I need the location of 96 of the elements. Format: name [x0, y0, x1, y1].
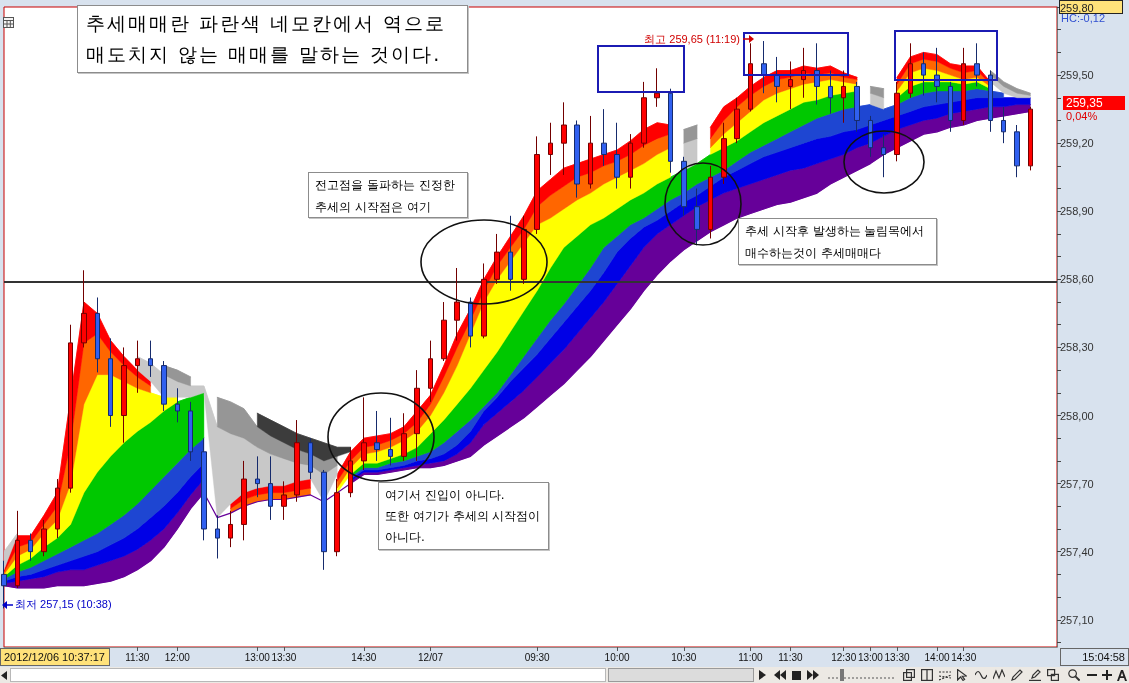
- candlestick: [494, 233, 500, 285]
- candlestick: [228, 510, 233, 548]
- candlestick: [41, 519, 47, 557]
- candlestick: [921, 51, 926, 97]
- candlestick: [601, 108, 607, 167]
- annotation: 여기서 진입이 아니다. 또한 여기가 추세의 시작점이 아니다.: [378, 482, 549, 550]
- x-tick-label: 14:30: [951, 651, 977, 663]
- x-tick-label: 12:30: [831, 651, 857, 663]
- annotation: 최고 259,65 (11:19): [644, 33, 740, 46]
- candlestick: [868, 115, 873, 158]
- y-tick-label: 259,80: [1060, 1, 1094, 14]
- candlestick: [308, 437, 313, 480]
- x-tick-label: 13:00: [857, 651, 884, 663]
- candlestick: [161, 360, 167, 412]
- candlestick: [708, 165, 713, 239]
- candlestick: [28, 533, 33, 562]
- candlestick: [574, 119, 580, 199]
- candlestick: [521, 215, 527, 285]
- candlestick: [68, 324, 73, 494]
- candlestick: [548, 122, 553, 176]
- text: 2012/12/06 10:37:17: [0, 648, 110, 666]
- x-tick-label: 11:30: [778, 651, 803, 663]
- text: HC:-0,12: [1061, 12, 1106, 24]
- candlestick: [428, 340, 433, 403]
- candlestick: [761, 40, 767, 94]
- x-tick-label: 13:30: [271, 651, 297, 663]
- x-tick-label: 11:00: [738, 651, 763, 663]
- x-tick-label: 12:00: [164, 651, 191, 663]
- candlestick: [188, 401, 193, 462]
- text: 259,35: [1063, 96, 1125, 110]
- candlestick: [841, 70, 846, 124]
- candlestick: [1001, 106, 1006, 144]
- candlestick: [668, 88, 673, 174]
- candlestick: [468, 297, 473, 348]
- y-tick-label: 257,40: [1060, 545, 1094, 558]
- candlestick: [1028, 106, 1033, 171]
- candlestick: [148, 340, 153, 378]
- candlestick: [934, 47, 940, 103]
- candlestick: [948, 81, 953, 133]
- x-tick-label: 12/07: [418, 651, 444, 663]
- y-tick-label: 257,10: [1060, 613, 1094, 626]
- y-tick-label: 257,70: [1060, 477, 1094, 490]
- candlestick: [268, 455, 273, 521]
- candlestick: [215, 514, 220, 559]
- candlestick: [121, 346, 127, 444]
- y-tick-label: 258,30: [1060, 341, 1094, 354]
- x-tick-label: 14:30: [351, 651, 377, 663]
- candlestick: [55, 478, 60, 539]
- candlestick: [454, 267, 460, 342]
- text: 0,04%: [1066, 110, 1098, 122]
- annotation: 추세매매란 파란색 네모칸에서 역으로 매도치지 않는 매매를 말하는 것이다.: [77, 5, 468, 73]
- x-tick-label: 13:30: [884, 651, 910, 663]
- candlestick: [1014, 124, 1020, 178]
- candlestick: [255, 455, 260, 498]
- candlestick: [828, 70, 833, 115]
- y-tick-label: 258,00: [1060, 409, 1094, 422]
- candlestick: [694, 188, 700, 246]
- candlestick: [374, 410, 380, 462]
- candlestick: [361, 396, 367, 471]
- candlestick: [974, 42, 980, 87]
- candlestick: [201, 437, 207, 541]
- candlestick: [441, 301, 447, 362]
- candlestick: [175, 387, 180, 423]
- candlestick: [814, 42, 820, 106]
- candlestick: [881, 133, 886, 178]
- candlestick: [481, 262, 487, 339]
- candlestick: [988, 70, 993, 133]
- y-tick-label: 258,90: [1060, 205, 1094, 218]
- candlestick: [681, 156, 687, 217]
- candlestick: [534, 135, 540, 235]
- x-tick-label: 11:30: [125, 651, 150, 663]
- candlestick: [321, 469, 327, 571]
- text: 15:04:58: [1060, 648, 1129, 666]
- candlestick: [854, 81, 860, 133]
- x-tick-label: 14:00: [924, 651, 950, 663]
- y-tick-label: 258,60: [1060, 273, 1094, 286]
- candlestick: [401, 412, 407, 462]
- annotation: 추세 시작후 발생하는 눌림목에서 매수하는것이 추세매매다: [738, 218, 937, 265]
- candlestick: [654, 67, 660, 108]
- x-tick-label: 09:30: [524, 651, 551, 663]
- annotation: 최저 257,15 (10:38): [15, 598, 112, 611]
- y-tick-label: 259,20: [1060, 137, 1094, 150]
- x-tick-label: 10:30: [671, 651, 697, 663]
- y-tick-label: 259,50: [1060, 69, 1094, 82]
- candlestick: [135, 340, 140, 394]
- candlestick: [628, 133, 633, 190]
- candlestick: [614, 122, 620, 190]
- candlestick: [508, 215, 513, 292]
- candlestick: [388, 417, 393, 466]
- candlestick: [108, 337, 113, 428]
- candlestick: [774, 56, 780, 103]
- candlestick: [414, 369, 420, 462]
- annotation: 전고점을 돌파하는 진정한 추세의 시작점은 여기: [308, 172, 468, 218]
- x-tick-label: 10:00: [604, 651, 631, 663]
- x-tick-label: 13:00: [244, 651, 271, 663]
- candlestick: [95, 297, 100, 373]
